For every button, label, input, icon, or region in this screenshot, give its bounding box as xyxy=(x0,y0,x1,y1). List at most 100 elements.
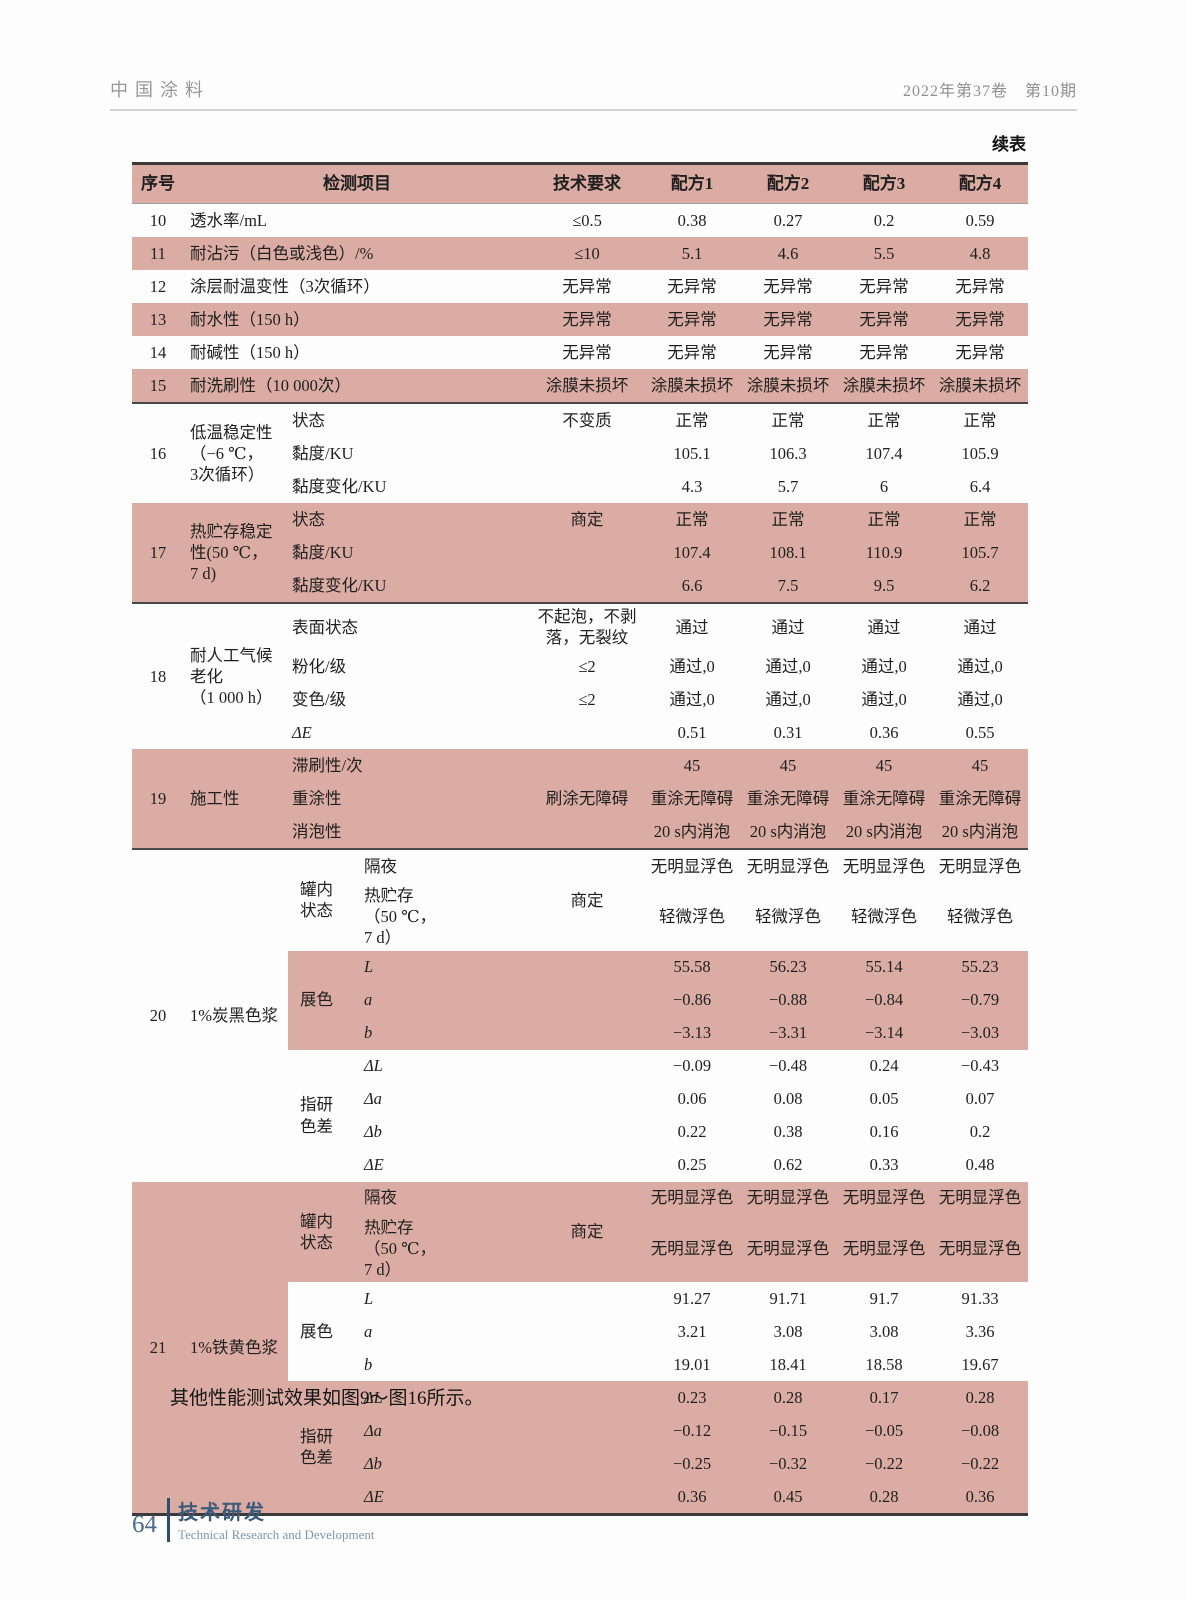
cell-value: 0.36 xyxy=(644,1479,741,1515)
cell-item: 耐碱性（150 h） xyxy=(190,342,310,362)
cell-subitem: 状态 xyxy=(288,503,531,536)
cell-value: 正常 xyxy=(644,402,741,437)
cell-value: 无明显浮色 xyxy=(932,1181,1029,1215)
cell-value: 91.33 xyxy=(961,1288,999,1308)
cell-value: 无明显浮色 xyxy=(740,1181,837,1215)
table-row: 12 涂层耐温变性（3次循环） 无异常 无异常 无异常 无异常 无异常 xyxy=(132,270,1028,303)
cell-value: 0.06 xyxy=(677,1089,707,1109)
cell-subitem: 变色/级 xyxy=(292,690,347,710)
table-row: 粉化/级 ≤2 通过,0 通过,0 通过,0 通过,0 xyxy=(132,650,1028,683)
table-row: 重涂性 刷涂无障碍 重涂无障碍 重涂无障碍 重涂无障碍 重涂无障碍 xyxy=(132,782,1029,816)
cell-value: 55.14 xyxy=(836,950,933,984)
cell-value: 无异常 xyxy=(644,303,741,336)
cell-requirement: ≤10 xyxy=(530,237,645,270)
cell-value: 正常 xyxy=(836,402,933,437)
cell-value: 3.21 xyxy=(677,1321,707,1341)
cell-value: 通过,0 xyxy=(765,657,811,677)
cell-value: 0.28 xyxy=(932,1380,1029,1414)
cell-value: 0.27 xyxy=(773,210,803,230)
cell-requirement xyxy=(530,815,645,850)
cell-no: 12 xyxy=(149,276,167,296)
cell-value: 通过 xyxy=(740,601,837,651)
cell-requirement: 无异常 xyxy=(530,303,645,336)
page-header: 中国涂料 2022年第37卷 第10期 xyxy=(110,76,1077,111)
cell-subitem: ΔE xyxy=(364,1155,384,1175)
cell-no: 18 xyxy=(132,601,184,750)
table-row: 黏度/KU 105.1 106.3 107.4 105.9 xyxy=(132,437,1028,470)
table-row: 13 耐水性（150 h） 无异常 无异常 无异常 无异常 无异常 xyxy=(132,303,1029,336)
cell-no: 16 xyxy=(132,402,184,503)
cell-value: 20 s内消泡 xyxy=(740,815,837,850)
cell-group: 展色 xyxy=(288,950,360,1050)
issue-info: 2022年第37卷 第10期 xyxy=(902,83,1077,100)
column-header-formula3: 配方3 xyxy=(836,163,933,204)
cell-value: −0.15 xyxy=(740,1413,837,1447)
cell-requirement: 商定 xyxy=(530,503,645,536)
footer-divider-bar xyxy=(167,1497,170,1542)
cell-value: 0.23 xyxy=(644,1380,741,1414)
table-row: 指研 色差 ΔL 0.23 0.28 0.17 0.28 xyxy=(132,1380,1029,1515)
table-row: 15 耐洗刷性（10 000次） 涂膜未损坏 涂膜未损坏 涂膜未损坏 涂膜未损坏 涂膜未损坏 xyxy=(132,369,1029,403)
cell-requirement: ≤2 xyxy=(578,657,596,677)
cell-value: 20 s内消泡 xyxy=(932,815,1029,850)
cell-no: 15 xyxy=(132,369,184,403)
column-header-no: 序号 xyxy=(132,163,184,204)
cell-value: 轻微浮色 xyxy=(851,907,918,927)
cell-subitem: 热贮存 （50 ℃， 7 d） xyxy=(360,1214,531,1282)
header-rule xyxy=(110,109,1077,111)
cell-value: −0.43 xyxy=(960,1056,1000,1076)
cell-value: 无明显浮色 xyxy=(644,1181,741,1215)
cell-no: 10 xyxy=(149,210,167,230)
cell-value: 106.3 xyxy=(769,443,807,463)
cell-subitem: b xyxy=(364,1354,373,1374)
cell-value: 涂膜未损坏 xyxy=(836,369,933,403)
cell-requirement xyxy=(530,1380,645,1515)
cell-value: 无明显浮色 xyxy=(932,848,1029,884)
cell-value: 通过,0 xyxy=(861,657,907,677)
table-row: 消泡性 20 s内消泡 20 s内消泡 20 s内消泡 20 s内消泡 xyxy=(132,815,1029,850)
cell-value: 105.9 xyxy=(961,443,999,463)
cell-value: 正常 xyxy=(740,402,837,437)
footer-section-title-cn: 技术研发 xyxy=(178,1502,266,1524)
table-row: ΔE 0.25 0.62 0.33 0.48 xyxy=(132,1149,1028,1182)
cell-value: 0.38 xyxy=(773,1122,803,1142)
table-header: 序号 检测项目 技术要求 配方1 配方2 配方3 配方4 xyxy=(132,163,1029,204)
cell-value: 5.5 xyxy=(836,237,933,270)
cell-subitem: L xyxy=(364,1288,374,1308)
cell-requirement: 不变质 xyxy=(530,402,645,437)
cell-value: 45 xyxy=(740,749,837,783)
cell-requirement: 无异常 xyxy=(562,342,612,362)
cell-item: 涂层耐温变性（3次循环） xyxy=(190,276,380,296)
cell-value: −0.22 xyxy=(932,1446,1029,1480)
cell-value: −3.31 xyxy=(740,1016,837,1050)
cell-value: 4.8 xyxy=(932,237,1029,270)
cell-value: 108.1 xyxy=(740,536,837,569)
cell-requirement: 不起泡，不剥落，无裂纹 xyxy=(530,601,645,651)
cell-value: 无明显浮色 xyxy=(644,848,741,884)
cell-value: 18.58 xyxy=(865,1354,903,1374)
table-row: 热贮存 （50 ℃， 7 d） 轻微浮色 轻微浮色 轻微浮色 轻微浮色 xyxy=(132,883,1028,950)
cell-value: 0.16 xyxy=(869,1122,899,1142)
cell-value: 0.48 xyxy=(965,1155,995,1175)
cell-value: 无异常 xyxy=(740,303,837,336)
cell-value: 无明显浮色 xyxy=(836,1214,933,1282)
cell-value: 6.4 xyxy=(969,476,991,496)
cell-subitem: Δb xyxy=(364,1122,382,1142)
table-row: ΔE 0.36 0.45 0.28 0.36 xyxy=(132,1479,1029,1515)
table-row: 21 1%铁黄色浆 罐内 状态 隔夜 商定 无明显浮色 无明显浮色 无明显浮色 无明显浮色 xyxy=(132,1181,1029,1515)
table-row: 17 热贮存稳定 性(50 ℃， 7 d) 状态 商定 正常 正常 正常 正常 xyxy=(132,503,1029,603)
cell-value: 通过 xyxy=(836,601,933,651)
cell-value: 涂膜未损坏 xyxy=(644,369,741,403)
cell-value: 0.22 xyxy=(677,1122,707,1142)
cell-subitem: ΔL xyxy=(364,1056,383,1076)
cell-subitem: 黏度/KU xyxy=(288,536,531,569)
cell-value: 重涂无障碍 xyxy=(836,782,933,816)
cell-value: 107.4 xyxy=(865,443,903,463)
table-row: 变色/级 ≤2 通过,0 通过,0 通过,0 通过,0 xyxy=(132,683,1028,716)
cell-value: 3.08 xyxy=(773,1321,803,1341)
cell-requirement: 商定 xyxy=(530,1181,645,1282)
table-row: 指研 色差 ΔL −0.09 −0.48 0.24 −0.43 xyxy=(132,1050,1028,1135)
cell-no: 19 xyxy=(132,749,184,850)
cell-value: 无异常 xyxy=(836,303,933,336)
